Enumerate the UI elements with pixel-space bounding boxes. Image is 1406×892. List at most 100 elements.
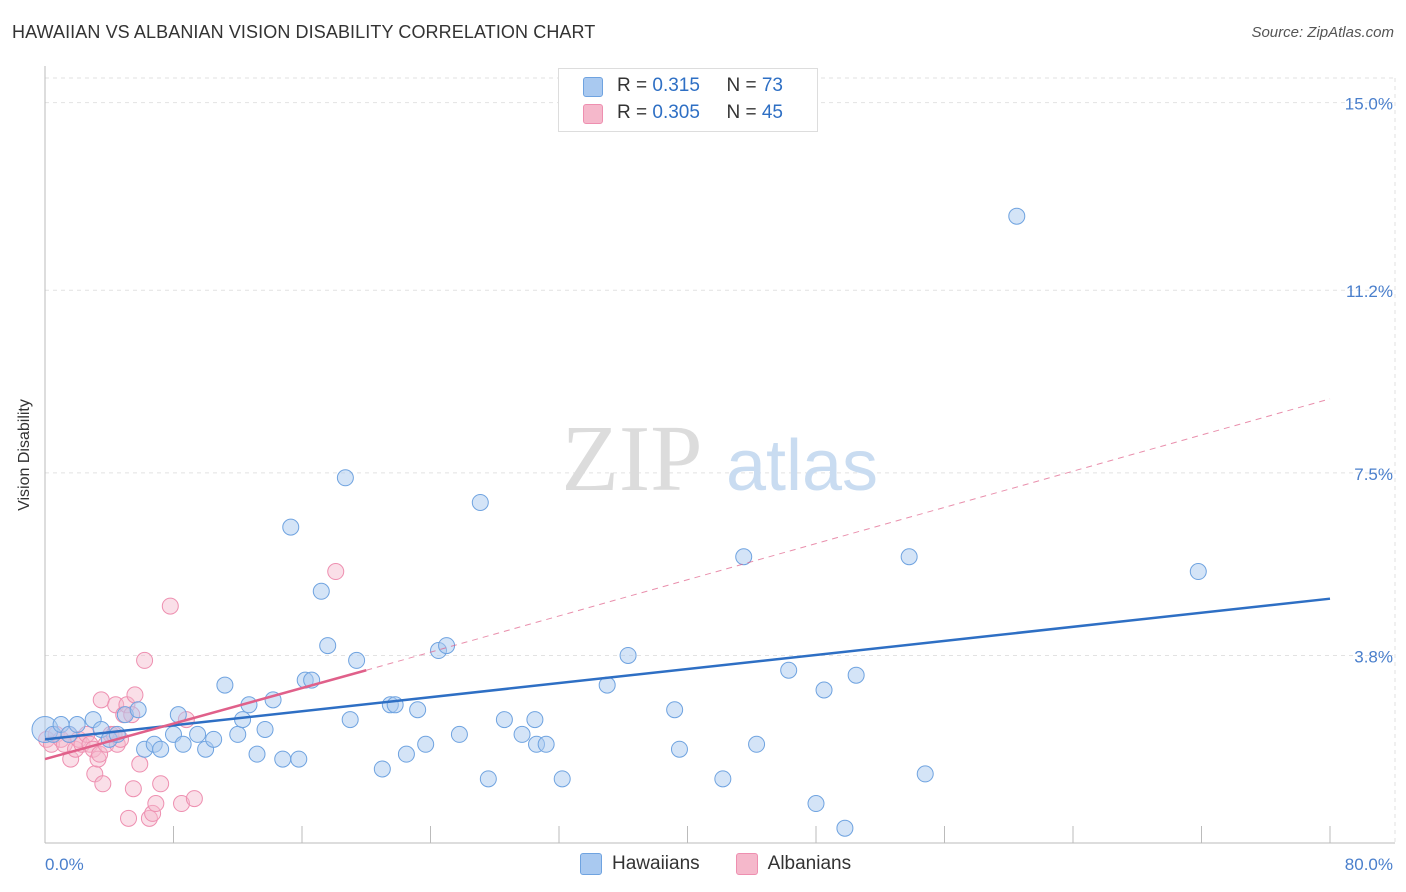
hawaiians-point (666, 701, 684, 719)
watermark-atlas: atlas (726, 426, 878, 506)
legend-item-hawaiians[interactable]: Hawaiians (580, 853, 700, 875)
chart-title: HAWAIIAN VS ALBANIAN VISION DISABILITY C… (12, 22, 596, 42)
albanians-point (126, 686, 144, 704)
albanians-point (91, 745, 109, 763)
albanians-point (124, 780, 142, 798)
hawaiians-point (714, 770, 732, 788)
albanians-trend-extension (366, 398, 1331, 671)
albanians-point (94, 775, 112, 793)
series-legend: Hawaiians Albanians (580, 852, 887, 876)
trend-lines (44, 398, 1331, 761)
hawaiians-point (274, 750, 292, 768)
legend-label-hawaiians: Hawaiians (612, 853, 700, 874)
albanians-trend-line (44, 669, 367, 761)
hawaiians-point (256, 720, 274, 738)
source-label: Source: ZipAtlas.com (1251, 24, 1394, 41)
hawaiians-point (748, 735, 766, 753)
hawaiians-point (174, 735, 192, 753)
hawaiians-point (229, 725, 247, 743)
r-label: R = (617, 102, 653, 123)
x-tick-label: 0.0% (45, 855, 84, 874)
hawaiians-swatch (583, 77, 603, 97)
hawaiians-point (670, 740, 688, 758)
hawaiians-point (847, 666, 865, 684)
hawaiians-point (1008, 207, 1026, 225)
legend-text-albanians: R = 0.305 N = 45 (617, 102, 783, 124)
axis-labels: 3.8% 7.5% 11.2% 15.0% 0.0% 80.0% (45, 95, 1393, 874)
hawaiians-point (417, 735, 435, 753)
albanians-point (140, 809, 158, 827)
hawaiians-point (336, 469, 354, 487)
albanians-point (327, 563, 345, 581)
albanians-point (147, 795, 165, 813)
hawaiians-legend-swatch (580, 853, 602, 875)
albanians-point (161, 597, 179, 615)
correlation-legend: R = 0.315 N = 73 R = 0.305 N = 45 (558, 68, 818, 132)
hawaiians-point (916, 765, 934, 783)
hawaiians-point (397, 745, 415, 763)
grid-lines (45, 77, 1396, 843)
hawaiians-point (526, 711, 544, 729)
hawaiians-point (537, 735, 555, 753)
y-tick-label: 15.0% (1345, 95, 1393, 114)
albanians-point (131, 755, 149, 773)
albanians-point (185, 790, 203, 808)
hawaiians-point (479, 770, 497, 788)
hawaiians-point (780, 661, 798, 679)
hawaiians-point (290, 750, 308, 768)
hawaiians-point (900, 548, 918, 566)
hawaiians-point (1189, 563, 1207, 581)
hawaiians-point (205, 730, 223, 748)
albanians-point (144, 804, 162, 822)
hawaiians-point (409, 701, 427, 719)
axes (44, 66, 1395, 844)
albanians-point (152, 775, 170, 793)
hawaiians-point (341, 711, 359, 729)
legend-label-albanians: Albanians (767, 853, 852, 874)
y-tick-label: 7.5% (1354, 465, 1393, 484)
watermark-zip: ZIP (562, 407, 703, 511)
hawaiians-point (495, 711, 513, 729)
hawaiians-trend-line (44, 597, 1331, 741)
hawaiians-point (619, 646, 637, 664)
legend-item-albanians[interactable]: Albanians (735, 853, 852, 875)
albanians-point (173, 795, 191, 813)
y-tick-label: 3.8% (1354, 647, 1393, 666)
r-value: 0.305 (652, 102, 700, 123)
albanians-swatch (583, 104, 603, 124)
hawaiians-point (248, 745, 266, 763)
r-value: 0.315 (652, 75, 700, 96)
hawaiians-point (471, 493, 489, 511)
n-label: N = (726, 75, 762, 96)
n-label: N = (726, 102, 762, 123)
y-tick-label: 11.2% (1346, 282, 1393, 301)
n-value: 45 (761, 102, 783, 123)
albanians-points (38, 563, 345, 827)
hawaiians-point (807, 795, 825, 813)
r-label: R = (617, 75, 653, 96)
legend-text-hawaiians: R = 0.315 N = 73 (617, 75, 783, 97)
hawaiians-point (68, 716, 86, 734)
hawaiians-point (735, 548, 753, 566)
albanians-point (120, 809, 138, 827)
hawaiians-point (282, 518, 300, 536)
hawaiians-point (373, 760, 391, 778)
hawaiians-point (312, 582, 330, 600)
hawaiians-point (129, 701, 147, 719)
hawaiians-point (553, 770, 571, 788)
hawaiians-points (31, 207, 1207, 837)
n-value: 73 (761, 75, 783, 96)
hawaiians-point (216, 676, 234, 694)
hawaiians-point (836, 819, 854, 837)
albanians-point (92, 691, 110, 709)
hawaiians-point (513, 725, 531, 743)
hawaiians-point (348, 651, 366, 669)
hawaiians-point (234, 711, 252, 729)
x-tick-label: 80.0% (1345, 855, 1393, 874)
albanians-point (136, 651, 154, 669)
hawaiians-point (450, 725, 468, 743)
albanians-legend-swatch (735, 853, 758, 875)
hawaiians-point (319, 637, 337, 655)
hawaiians-point (152, 740, 170, 758)
